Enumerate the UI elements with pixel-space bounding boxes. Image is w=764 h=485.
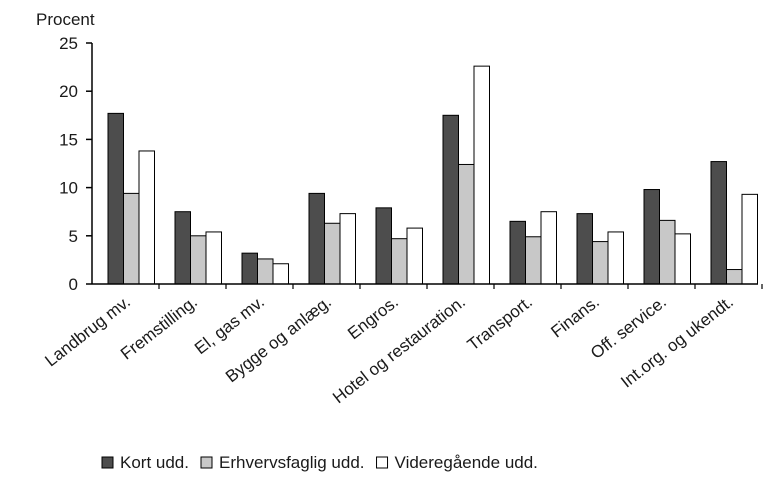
bar-0-8 [643,189,660,285]
bar-0-3 [308,192,325,285]
bar-1-5 [458,163,475,285]
bar-0-7 [576,213,593,285]
bar-2-9 [741,193,758,285]
bar-0-0 [107,112,124,285]
bar-1-1 [190,235,207,285]
bar-1-9 [726,269,743,285]
bar-0-6 [509,220,526,285]
bar-0-1 [174,211,191,285]
y-axis: 0 5 10 15 20 25 [59,34,93,294]
bar-1-6 [525,236,542,285]
legend-swatch [101,456,114,469]
legend-swatch [200,456,213,469]
x-tick-label: Int.org. og ukendt. [617,292,737,391]
bar-0-5 [442,114,459,285]
x-tick-label: Landbrug mv. [41,292,134,370]
y-tick-label: 15 [59,130,78,149]
bar-1-4 [391,238,408,285]
bar-0-2 [241,252,258,285]
legend: Kort udd. Erhvervsfaglig udd. Videregående… [101,453,538,472]
y-tick-label: 0 [69,275,78,294]
legend-label: Kort udd. [120,453,189,472]
bar-0-9 [710,161,727,285]
x-axis: Landbrug mv.Fremstilling.El, gas mv.Bygg… [41,283,763,407]
y-tick-label: 25 [59,34,78,53]
bar-2-6 [540,211,557,285]
bar-2-8 [674,233,691,285]
y-tick-label: 5 [69,227,78,246]
bar-0-4 [375,207,392,285]
bar-1-8 [659,219,676,285]
bar-1-7 [592,241,609,285]
x-tick-label: Engros. [344,292,402,343]
bar-1-2 [257,258,274,285]
bar-2-5 [473,65,490,285]
bar-2-4 [406,227,423,285]
bar-2-3 [339,213,356,285]
x-tick-label: Transport. [464,292,536,354]
bar-2-1 [205,231,222,285]
legend-label: Erhvervsfaglig udd. [219,453,365,472]
bars [107,65,758,285]
legend-swatch [376,456,389,469]
bar-1-0 [123,192,140,285]
bar-2-2 [272,263,289,285]
y-tick-label: 20 [59,82,78,101]
bar-1-3 [324,222,341,285]
y-axis-title: Procent [36,10,95,29]
y-tick-label: 10 [59,179,78,198]
x-tick-label: Hotel og restauration. [329,292,469,407]
bar-2-0 [138,150,155,285]
x-tick-label: Finans. [547,292,603,341]
legend-label: Videregående udd. [395,453,538,472]
bar-2-7 [607,231,624,285]
